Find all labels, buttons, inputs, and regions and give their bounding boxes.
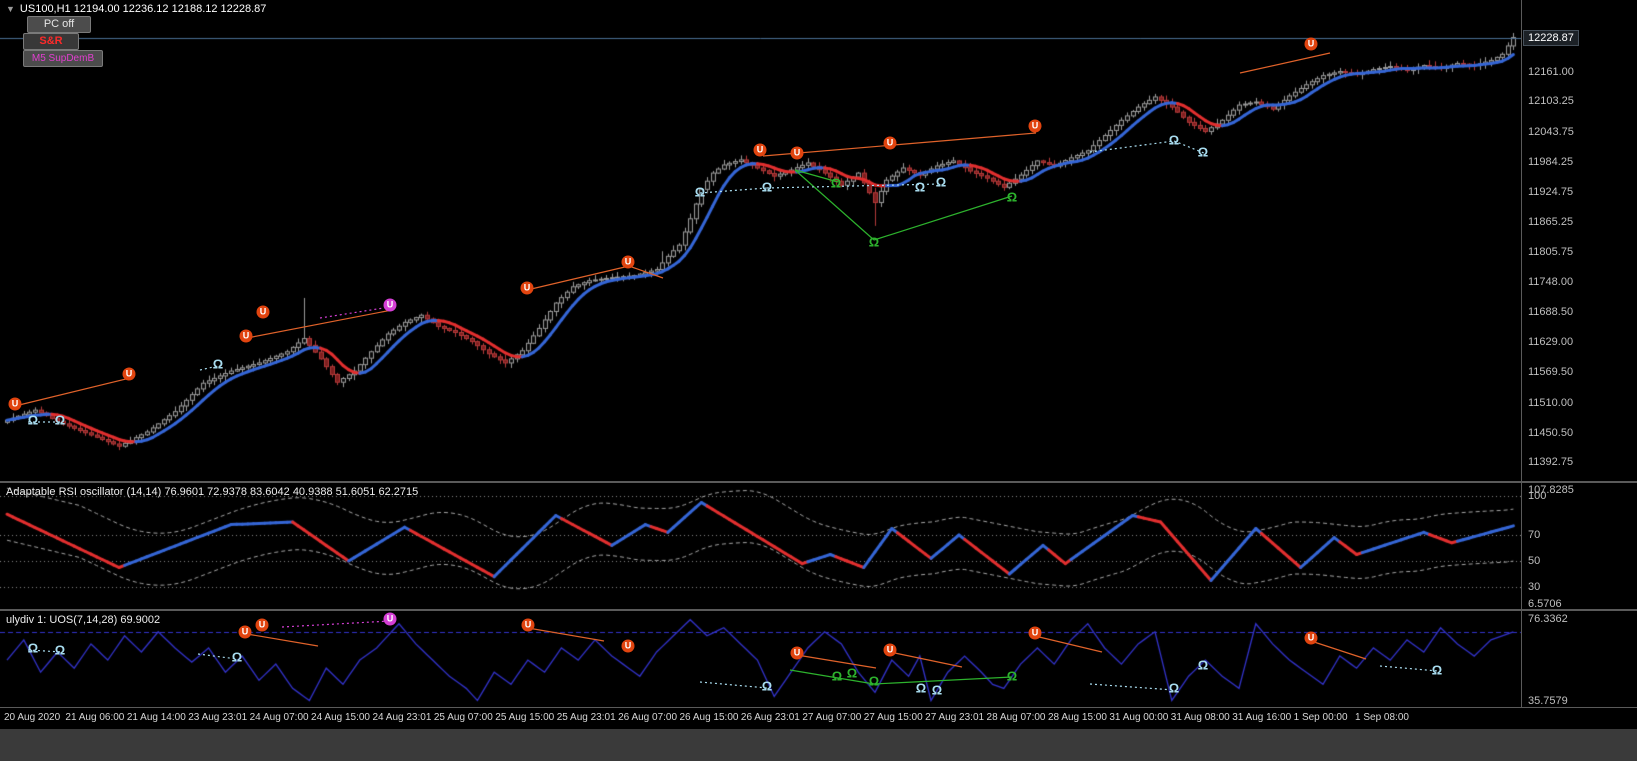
time-axis-label: 23 Aug 23:01 [188, 712, 248, 723]
time-axis[interactable]: 20 Aug 2020 21 Aug 06:00 21 Aug 14:00 23 Au… [0, 708, 1637, 729]
time-axis-label: 26 Aug 15:00 [679, 712, 739, 723]
time-axis-label: 21 Aug 06:00 [65, 712, 125, 723]
time-axis-label: 21 Aug 14:00 [126, 712, 186, 723]
current-price-tag: 12228.87 [1523, 29, 1579, 46]
price-axis[interactable]: 12228.87 12161.00 12103.25 12043.75 11984.2… [1522, 0, 1637, 707]
price-axis-label: 11924.75 [1528, 186, 1574, 198]
m5-supdemb-button[interactable]: M5 SupDemB [23, 50, 103, 67]
price-axis-label: 11450.50 [1528, 426, 1574, 439]
time-axis-label: 20 Aug 2020 [4, 712, 61, 723]
time-axis-label: 31 Aug 00:00 [1109, 712, 1169, 723]
panel-separator[interactable] [0, 481, 1637, 483]
uos-indicator-title: ulydiv 1: UOS(7,14,28) 69.9002 [6, 614, 161, 626]
price-axis-label: 11688.50 [1528, 305, 1574, 318]
chart-header: ▼ US100,H1 12194.00 12236.12 12188.12 122… [6, 3, 266, 15]
time-axis-label: 28 Aug 07:00 [986, 712, 1046, 723]
panel-separator[interactable] [0, 609, 1637, 611]
time-axis-label: 28 Aug 15:00 [1047, 712, 1107, 723]
price-axis-label: 12161.00 [1528, 66, 1574, 79]
price-axis-label: 11865.25 [1528, 216, 1574, 229]
rsi-axis-label: 70 [1528, 529, 1541, 541]
main-price-chart-canvas[interactable] [0, 0, 1521, 481]
time-axis-label: 1 Sep 08:00 [1355, 712, 1409, 723]
rsi-axis-label: 30 [1528, 581, 1541, 593]
rsi-axis-label: 50 [1528, 555, 1541, 567]
symbol-dropdown-icon[interactable]: ▼ [6, 4, 15, 14]
time-axis-label: 26 Aug 23:01 [740, 712, 800, 723]
time-axis-label: 25 Aug 15:00 [495, 712, 555, 723]
time-axis-label: 25 Aug 23:01 [556, 712, 616, 723]
rsi-axis-label: 6.5706 [1528, 598, 1562, 610]
price-axis-label: 11629.00 [1528, 336, 1574, 349]
rsi-indicator-title: Adaptable RSI oscillator (14,14) 76.9601… [6, 486, 419, 498]
time-axis-label: 1 Sep 00:00 [1293, 712, 1348, 723]
time-axis-label: 27 Aug 23:01 [925, 712, 985, 723]
window-chrome-strip [0, 729, 1637, 761]
time-axis-label: 27 Aug 07:00 [802, 712, 862, 723]
uos-axis-label: 76.3362 [1528, 613, 1568, 625]
rsi-axis-label: 100 [1528, 490, 1547, 502]
time-axis-label: 24 Aug 07:00 [249, 712, 309, 723]
symbol-ohlc-line: US100,H1 12194.00 12236.12 12188.12 1222… [19, 3, 267, 15]
uos-indicator-canvas[interactable] [0, 611, 1521, 707]
panel-separator [0, 707, 1637, 708]
time-axis-label: 24 Aug 15:00 [311, 712, 370, 723]
sr-button[interactable]: S&R [23, 33, 79, 50]
price-axis-label: 11510.00 [1528, 396, 1574, 409]
price-axis-label: 12103.25 [1528, 95, 1574, 108]
rsi-indicator-canvas[interactable] [0, 483, 1521, 609]
time-axis-label: 26 Aug 07:00 [618, 712, 678, 723]
price-axis-label: 11984.25 [1528, 155, 1574, 168]
price-axis-label: 12043.75 [1528, 125, 1574, 138]
price-axis-label: 11805.75 [1528, 246, 1574, 259]
time-axis-label: 31 Aug 16:00 [1232, 712, 1292, 723]
rsi-axis-label: 107.8285 [1528, 484, 1574, 496]
time-axis-label: 31 Aug 08:00 [1170, 712, 1230, 723]
time-axis-label: 27 Aug 15:00 [863, 712, 923, 723]
time-axis-label: 24 Aug 23:01 [372, 712, 432, 723]
price-axis-label: 11569.50 [1528, 366, 1574, 379]
axis-separator [1521, 0, 1522, 707]
time-axis-label: 25 Aug 07:00 [433, 712, 493, 723]
uos-axis-label: 35.7579 [1528, 694, 1568, 707]
pc-toggle-button[interactable]: PC off [27, 16, 91, 33]
price-axis-label: 11748.00 [1528, 275, 1574, 288]
price-axis-label: 11392.75 [1528, 456, 1574, 469]
